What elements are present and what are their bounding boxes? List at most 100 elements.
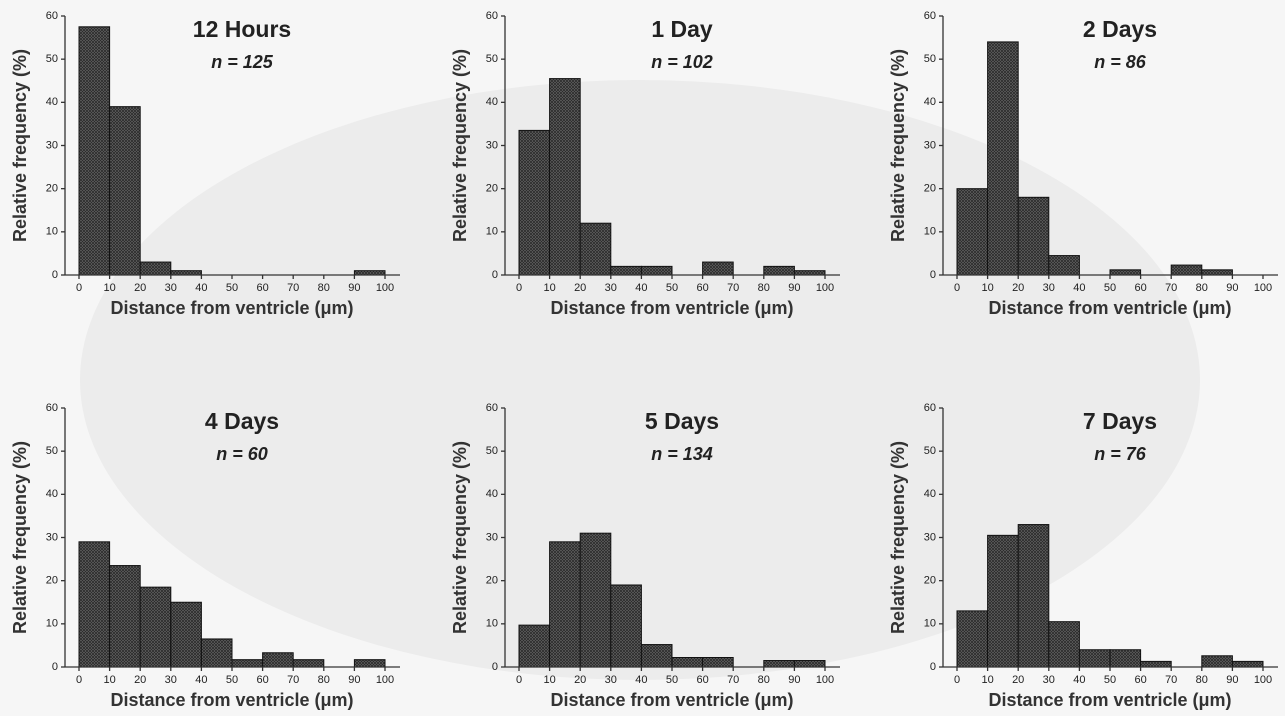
x-axis-label: Distance from ventricle (μm) <box>110 690 353 710</box>
x-tick-label: 70 <box>1165 282 1177 294</box>
chart-title: 1 Day <box>651 16 713 42</box>
chart-subtitle: n = 134 <box>651 444 713 464</box>
y-tick-label: 30 <box>924 531 936 543</box>
x-axis-label: Distance from ventricle (μm) <box>550 298 793 318</box>
bar <box>1232 661 1263 667</box>
y-tick-label: 0 <box>492 661 498 673</box>
y-tick-label: 0 <box>492 269 498 281</box>
bar <box>140 587 171 667</box>
bar <box>764 661 795 667</box>
x-tick-label: 90 <box>348 674 360 686</box>
y-tick-label: 10 <box>924 226 936 238</box>
y-tick-label: 20 <box>486 183 498 195</box>
bar <box>580 533 611 667</box>
x-axis-label: Distance from ventricle (μm) <box>988 690 1231 710</box>
x-tick-label: 60 <box>1134 282 1146 294</box>
x-tick-label: 40 <box>635 282 647 294</box>
x-tick-label: 10 <box>103 282 115 294</box>
x-axis-label: Distance from ventricle (μm) <box>988 298 1231 318</box>
x-tick-label: 60 <box>696 282 708 294</box>
y-tick-label: 30 <box>46 139 58 151</box>
x-tick-label: 60 <box>256 674 268 686</box>
bar <box>957 611 988 667</box>
bar <box>550 79 581 275</box>
x-tick-label: 80 <box>758 282 770 294</box>
x-tick-label: 60 <box>1134 674 1146 686</box>
x-tick-label: 20 <box>134 674 146 686</box>
y-tick-label: 50 <box>924 53 936 65</box>
y-tick-label: 50 <box>46 53 58 65</box>
chart-subtitle: n = 76 <box>1094 444 1147 464</box>
x-tick-label: 0 <box>516 282 522 294</box>
bar <box>79 542 110 667</box>
bar <box>988 42 1019 275</box>
x-tick-label: 30 <box>1043 282 1055 294</box>
x-tick-label: 20 <box>134 282 146 294</box>
x-tick-label: 70 <box>727 282 739 294</box>
bar <box>1079 650 1110 667</box>
bar <box>79 27 110 275</box>
x-tick-label: 100 <box>376 674 394 686</box>
y-tick-label: 30 <box>486 139 498 151</box>
x-tick-label: 40 <box>635 674 647 686</box>
x-tick-label: 90 <box>348 282 360 294</box>
bar <box>519 625 550 667</box>
y-tick-label: 40 <box>486 488 498 500</box>
bar <box>110 107 141 275</box>
y-axis-label: Relative frequency (%) <box>10 49 30 242</box>
x-tick-label: 10 <box>543 282 555 294</box>
y-tick-label: 0 <box>930 661 936 673</box>
x-tick-label: 50 <box>666 674 678 686</box>
x-tick-label: 30 <box>1043 674 1055 686</box>
x-tick-label: 10 <box>543 674 555 686</box>
x-tick-label: 40 <box>1073 674 1085 686</box>
x-tick-label: 50 <box>226 282 238 294</box>
y-axis-label: Relative frequency (%) <box>888 441 908 634</box>
x-tick-label: 20 <box>574 282 586 294</box>
x-tick-label: 20 <box>1012 674 1024 686</box>
x-tick-label: 100 <box>376 282 394 294</box>
x-tick-label: 20 <box>1012 282 1024 294</box>
chart-subtitle: n = 125 <box>211 52 274 72</box>
y-tick-label: 50 <box>486 445 498 457</box>
bar <box>110 566 141 667</box>
bar <box>1018 197 1049 275</box>
bar <box>1018 525 1049 667</box>
y-tick-label: 20 <box>924 183 936 195</box>
chart-subtitle: n = 86 <box>1094 52 1147 72</box>
bar <box>1202 656 1233 667</box>
x-tick-label: 40 <box>1073 282 1085 294</box>
y-tick-label: 50 <box>486 53 498 65</box>
chart-title: 2 Days <box>1083 16 1157 42</box>
bar <box>611 266 642 275</box>
y-tick-label: 10 <box>486 226 498 238</box>
x-tick-label: 80 <box>758 674 770 686</box>
chart-title: 4 Days <box>205 408 279 434</box>
x-tick-label: 10 <box>981 282 993 294</box>
x-tick-label: 0 <box>76 674 82 686</box>
x-tick-label: 0 <box>76 282 82 294</box>
y-tick-label: 50 <box>924 445 936 457</box>
bar <box>293 660 324 667</box>
bar <box>550 542 581 667</box>
y-axis-label: Relative frequency (%) <box>888 49 908 242</box>
bar <box>232 660 263 667</box>
x-tick-label: 0 <box>954 674 960 686</box>
y-tick-label: 40 <box>924 488 936 500</box>
chart-title: 7 Days <box>1083 408 1157 434</box>
y-axis-label: Relative frequency (%) <box>10 441 30 634</box>
x-tick-label: 70 <box>287 282 299 294</box>
y-tick-label: 30 <box>46 531 58 543</box>
x-tick-label: 40 <box>195 674 207 686</box>
x-tick-label: 80 <box>1196 674 1208 686</box>
bar <box>1110 650 1141 667</box>
page: 0102030405060010203040506070809010012 Ho… <box>0 0 1285 716</box>
y-tick-label: 10 <box>46 618 58 630</box>
x-tick-label: 70 <box>1165 674 1177 686</box>
x-tick-label: 0 <box>516 674 522 686</box>
bar <box>1049 256 1080 275</box>
chart-title: 5 Days <box>645 408 719 434</box>
bar <box>988 535 1019 667</box>
y-tick-label: 30 <box>486 531 498 543</box>
y-tick-label: 0 <box>52 269 58 281</box>
